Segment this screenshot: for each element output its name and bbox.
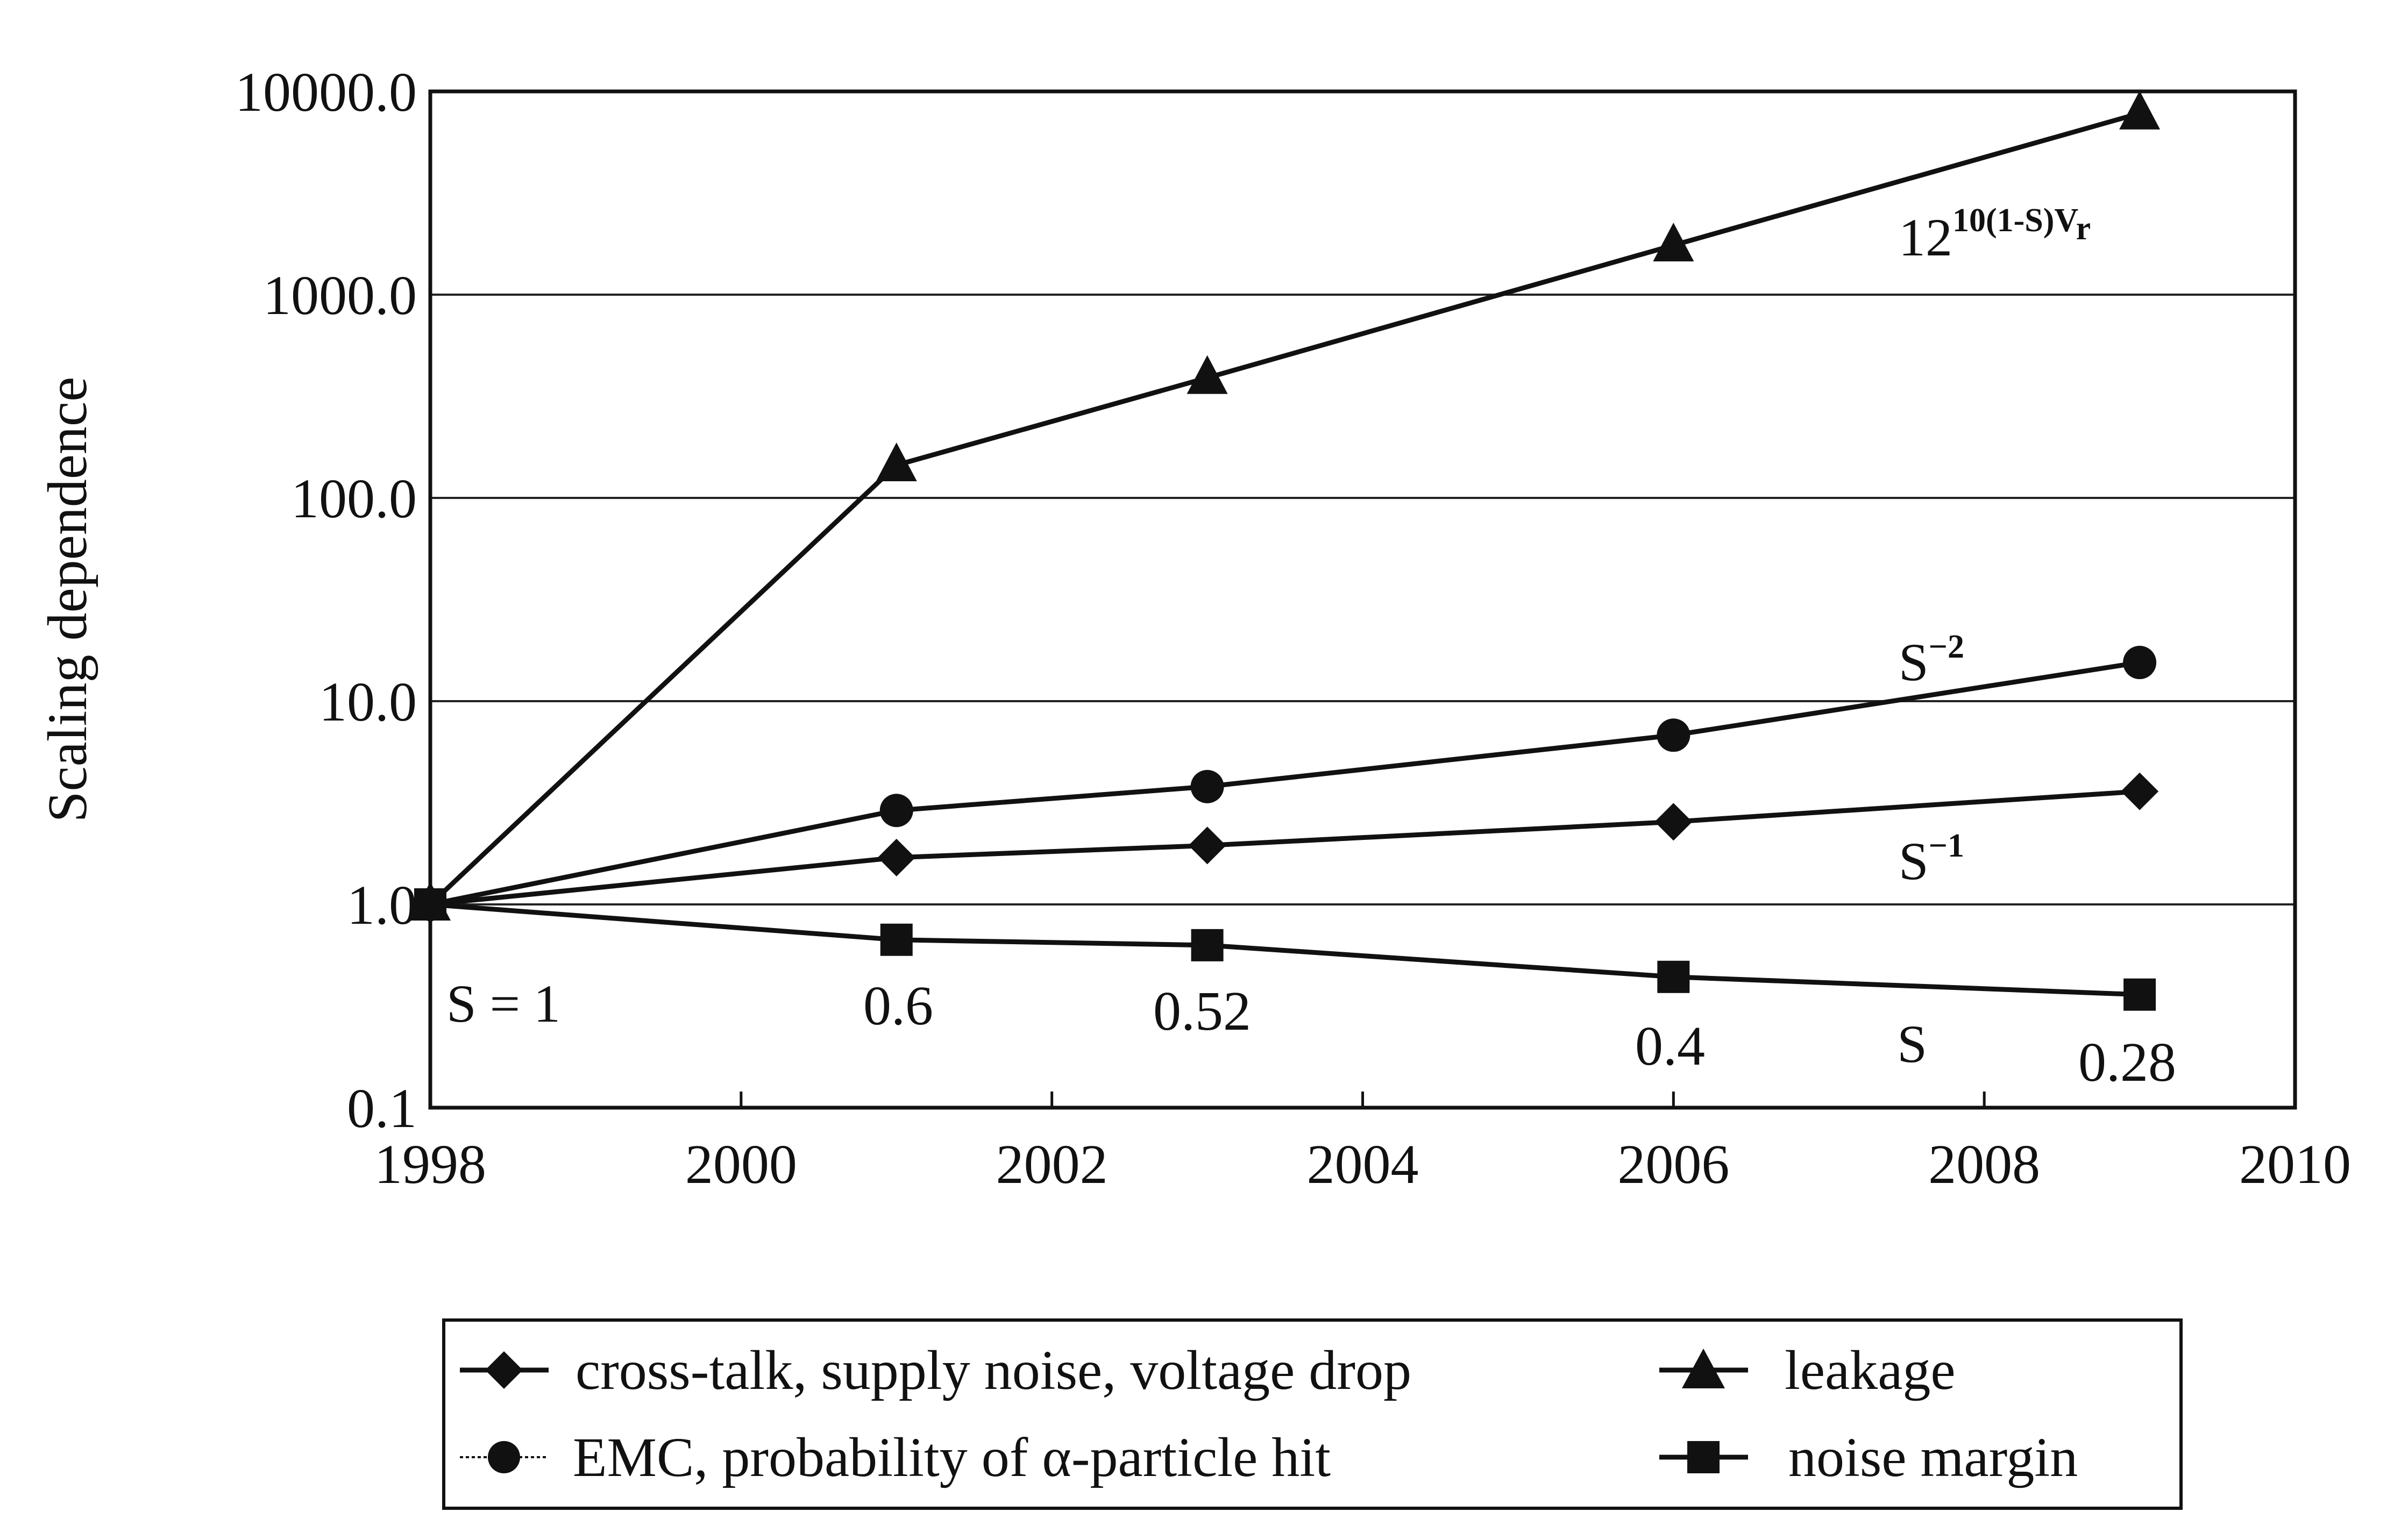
x-tick-label: 2002 bbox=[996, 1133, 1108, 1195]
s-value-label-2: 0.4 bbox=[1635, 1015, 1705, 1077]
y-axis: 0.1 1.0 10.0 100.0 1000.0 10000.0 bbox=[235, 61, 417, 1139]
s-inverse-squared-exponent: −2 bbox=[1929, 629, 1964, 665]
data-point-diamond bbox=[1654, 803, 1693, 841]
y-tick-label: 10000.0 bbox=[235, 61, 417, 123]
legend-item-noise-margin: noise margin bbox=[1659, 1427, 2078, 1488]
data-point-square bbox=[880, 923, 913, 956]
data-point-circle bbox=[2123, 646, 2157, 680]
grid-lines bbox=[430, 294, 2295, 905]
circle-marker-icon bbox=[488, 1441, 520, 1473]
s-inverse-squared-base: S bbox=[1899, 632, 1929, 692]
x-tick-label: 2006 bbox=[1617, 1133, 1729, 1195]
y-axis-label: Scaling dependence bbox=[37, 377, 98, 823]
x-tick-label: 2000 bbox=[685, 1133, 797, 1195]
s-equals-one-label: S = 1 bbox=[446, 974, 560, 1033]
square-marker-icon bbox=[1687, 1441, 1720, 1473]
data-point-square bbox=[2123, 978, 2156, 1011]
data-point-triangle bbox=[2119, 90, 2161, 130]
leakage-formula-subscript: r bbox=[2076, 210, 2091, 247]
y-tick-label: 1.0 bbox=[347, 874, 417, 936]
y-tick-label: 0.1 bbox=[347, 1078, 417, 1139]
series-line bbox=[430, 902, 2140, 997]
series-square bbox=[414, 888, 2156, 1011]
leakage-formula-label: 1210(1-S)Vr bbox=[1899, 202, 2091, 267]
triangle-marker-icon bbox=[1682, 1349, 1725, 1388]
data-point-square bbox=[1191, 929, 1224, 961]
diamond-marker-icon bbox=[485, 1351, 523, 1389]
s-inverse-base: S bbox=[1899, 831, 1929, 891]
data-point-circle bbox=[1657, 718, 1690, 752]
s-value-label-3: 0.28 bbox=[2078, 1031, 2176, 1093]
legend-label: EMC, probability of α-particle hit bbox=[573, 1427, 1331, 1488]
data-point-diamond bbox=[2121, 772, 2159, 810]
s-inverse-label: S−1 bbox=[1899, 828, 1964, 891]
series-line bbox=[430, 660, 2140, 907]
data-point-triangle bbox=[1187, 355, 1228, 394]
x-tick-label: 2004 bbox=[1307, 1133, 1419, 1195]
legend-label: leakage bbox=[1785, 1339, 1956, 1401]
s-value-label-0: 0.6 bbox=[863, 975, 933, 1037]
legend-label: cross-talk, supply noise, voltage drop bbox=[576, 1339, 1411, 1401]
x-tick-label: 1998 bbox=[374, 1133, 486, 1195]
y-tick-label: 10.0 bbox=[319, 671, 417, 733]
series-layer bbox=[410, 90, 2161, 1011]
legend-item-leakage: leakage bbox=[1659, 1339, 1956, 1401]
data-point-circle bbox=[1190, 769, 1224, 803]
s-value-label-1: 0.52 bbox=[1153, 980, 1251, 1042]
legend-item-cross-talk: cross-talk, supply noise, voltage drop bbox=[460, 1339, 1411, 1401]
s-inverse-squared-label: S−2 bbox=[1899, 629, 1964, 692]
series-triangle bbox=[410, 90, 2161, 921]
data-point-diamond bbox=[1188, 826, 1226, 865]
leakage-formula-exponent: 10(1-S)V bbox=[1952, 202, 2078, 239]
legend-label: noise margin bbox=[1788, 1427, 2078, 1488]
legend-item-emc: EMC, probability of α-particle hit bbox=[460, 1427, 1331, 1488]
data-point-triangle bbox=[876, 443, 917, 482]
data-point-triangle bbox=[1653, 223, 1694, 262]
data-point-diamond bbox=[877, 838, 915, 876]
legend: cross-talk, supply noise, voltage drop l… bbox=[442, 1318, 2183, 1510]
leakage-formula-base: 12 bbox=[1899, 208, 1952, 267]
data-point-circle bbox=[879, 794, 913, 828]
x-axis: 1998 2000 2002 2004 2006 2008 2010 bbox=[374, 1092, 2351, 1195]
y-tick-label: 100.0 bbox=[291, 468, 417, 530]
s-inverse-exponent: −1 bbox=[1929, 828, 1964, 864]
series-diamond bbox=[411, 772, 2159, 923]
y-tick-label: 1000.0 bbox=[263, 265, 417, 326]
series-line bbox=[430, 789, 2140, 907]
s-label: S bbox=[1897, 1014, 1927, 1074]
series-line bbox=[428, 111, 2141, 907]
x-tick-label: 2008 bbox=[1928, 1133, 2040, 1195]
data-point-triangle bbox=[410, 882, 451, 921]
legend-frame bbox=[442, 1318, 2183, 1510]
x-tick-label: 2010 bbox=[2239, 1133, 2351, 1195]
data-point-square bbox=[1657, 960, 1690, 993]
annotations: 1210(1-S)Vr S−2 S−1 S S = 1 0.6 0.52 0.4… bbox=[446, 202, 2176, 1093]
